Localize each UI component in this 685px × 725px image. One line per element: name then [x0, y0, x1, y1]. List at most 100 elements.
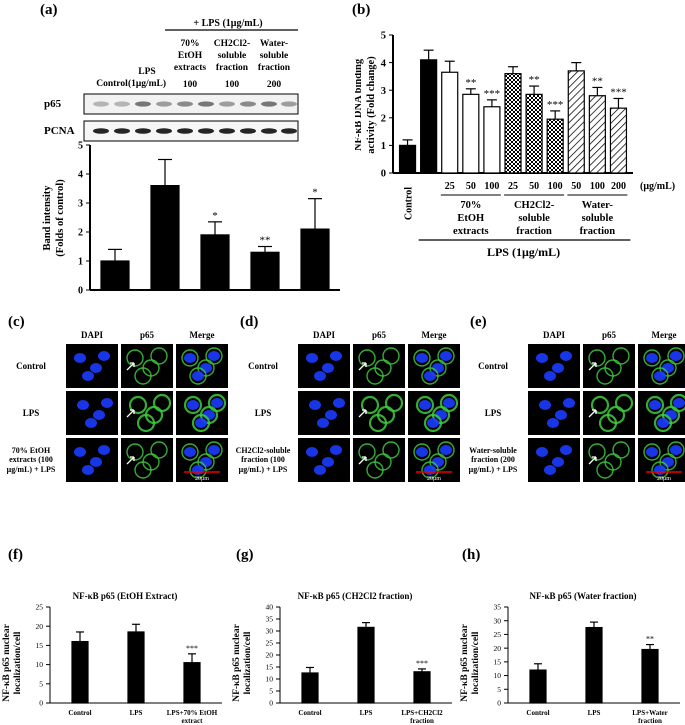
- panel-label-g: (g): [236, 547, 254, 563]
- lps-label: LPS (1μg/mL): [487, 245, 560, 259]
- micro-image: [298, 344, 350, 388]
- scale-label: 20μm: [427, 476, 441, 482]
- y-tick-label: 35: [494, 603, 502, 612]
- group-label: EtOH: [457, 213, 484, 224]
- y-tick-label: 0: [497, 699, 501, 708]
- y-tick-label: 0: [78, 286, 83, 297]
- bar: [71, 640, 89, 704]
- blot-row-pcna: PCNA: [44, 125, 75, 137]
- group-label: 70%: [460, 200, 481, 211]
- y-axis-label: NF-κB p65 nuclearlocalization/cell: [232, 623, 253, 701]
- y-axis-label: NF-κB DNA binding activity (Fold change): [355, 56, 377, 154]
- blot-band-p65: [93, 101, 109, 107]
- y-tick-label: 20: [36, 622, 44, 631]
- arrow-icon: [126, 409, 135, 418]
- y-tick-label: 2: [381, 113, 386, 124]
- group-label: Water-: [582, 200, 614, 211]
- arrow-icon: [588, 456, 597, 465]
- y-tick-label: 30: [266, 627, 274, 636]
- arrow-icon: [126, 456, 135, 465]
- micro-image: [408, 344, 460, 388]
- micro-image: [176, 344, 228, 388]
- blot-lane-water-3: fraction: [258, 63, 291, 73]
- y-axis-label: Band intensity (Folds of control): [42, 179, 66, 257]
- micro-image: [353, 344, 405, 388]
- micro-row-label: Control: [248, 360, 278, 371]
- blot-lane-ch2cl2-dose: 100: [225, 80, 240, 90]
- micro-image: [638, 391, 685, 435]
- x-tick-label: LPS+Water fraction: [632, 709, 668, 725]
- significance-label: ***: [484, 88, 501, 100]
- blot-band-pcna: [261, 128, 277, 134]
- bar: [200, 234, 230, 291]
- group-label: soluble: [582, 213, 614, 224]
- y-tick-label: 1: [381, 141, 386, 152]
- x-dose-label: 50: [571, 181, 581, 192]
- y-tick-label: 0: [381, 169, 386, 180]
- group-label: fraction: [580, 226, 616, 237]
- blot-band-pcna: [93, 128, 109, 134]
- y-axis-label: NF-κB p65 nuclearlocalization/cell: [460, 623, 481, 701]
- blot-row-p65: p65: [44, 98, 62, 110]
- micro-panel-e: DAPI p65 Merge Control LPS Water-soluble frac…: [462, 330, 685, 525]
- blot-lane-etoh-3: extracts: [174, 63, 206, 73]
- micro-image: [583, 438, 635, 482]
- x-tick-label: Control: [68, 709, 91, 717]
- x-tick-label: Control: [526, 709, 549, 717]
- bar: [588, 95, 606, 174]
- y-tick-label: 20: [494, 644, 502, 653]
- bar: [567, 70, 585, 174]
- y-tick-label: 4: [381, 58, 387, 69]
- y-tick-label: 30: [494, 616, 502, 625]
- y-axis-label: NF-κB p65 nuclearlocalization/cell: [2, 623, 23, 701]
- y-tick-label: 20: [266, 651, 274, 660]
- bar: [183, 662, 201, 704]
- significance-label: *: [212, 210, 218, 222]
- bar: [100, 260, 130, 291]
- bar: [609, 107, 628, 174]
- blot-band-pcna: [177, 128, 193, 134]
- y-tick-label: 5: [39, 679, 43, 688]
- micro-col-header: DAPI: [313, 330, 335, 340]
- y-tick-label: 5: [497, 685, 501, 694]
- blot-band-pcna: [198, 128, 214, 134]
- blot-band-pcna: [156, 128, 172, 134]
- bar: [301, 672, 319, 704]
- micro-row-label: CH2Cl2-soluble fraction (100 μg/mL) + LP…: [235, 446, 291, 474]
- micro-row-label: LPS: [22, 407, 40, 418]
- x-tick-label: Control: [298, 709, 321, 717]
- blot-band-p65: [281, 101, 297, 107]
- bar: [250, 251, 280, 291]
- y-tick-label: 10: [36, 660, 44, 669]
- y-tick-label: 0: [269, 699, 273, 708]
- blot-lane-etoh-1: 70%: [181, 39, 200, 49]
- micro-col-header: Merge: [189, 330, 215, 340]
- micro-row-label: Control: [16, 360, 46, 371]
- micro-col-header: p65: [139, 330, 154, 340]
- y-tick-label: 5: [269, 687, 273, 696]
- micro-row-label: LPS: [484, 407, 502, 418]
- bar: [357, 626, 375, 704]
- blot-lane-ch2cl2-2: soluble: [218, 51, 247, 61]
- bar: [398, 144, 417, 174]
- micro-row-label: 70% EtOH extracts (100 μg/mL) + LPS: [6, 446, 56, 474]
- x-dose-label: 25: [508, 181, 518, 192]
- bar: [525, 93, 543, 174]
- chart-h: NF-κB p65 (Water fraction) NF-κB p65 nucl…: [460, 591, 680, 725]
- y-tick-label: 10: [494, 671, 502, 680]
- blot-band-p65: [198, 101, 214, 107]
- blot-band-p65: [177, 101, 193, 107]
- micro-image: [583, 344, 635, 388]
- significance-label: *: [312, 187, 318, 199]
- micro-image: [66, 344, 118, 388]
- chart-title: NF-κB p65 (Water fraction): [529, 591, 636, 601]
- y-tick-label: 5: [78, 141, 83, 152]
- blot-band-pcna: [114, 128, 130, 134]
- micro-image: [176, 391, 228, 435]
- blot-band-pcna: [219, 128, 235, 134]
- blot-band-p65: [114, 101, 130, 107]
- blot-strip-p65: [83, 93, 299, 115]
- significance-label: **: [529, 74, 540, 86]
- group-label: soluble: [518, 213, 550, 224]
- x-tick-label: LPS: [588, 709, 601, 717]
